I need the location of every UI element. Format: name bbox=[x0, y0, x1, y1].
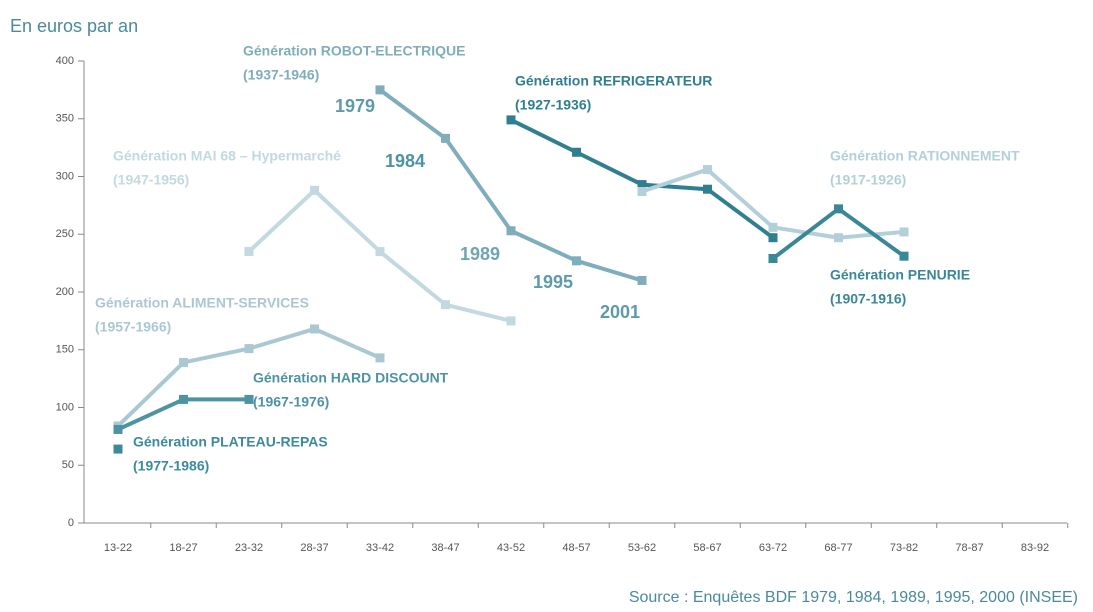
point bbox=[572, 147, 581, 157]
y-tick-label: 400 bbox=[56, 55, 74, 67]
year-annotation: 1984 bbox=[385, 151, 425, 171]
point bbox=[113, 444, 123, 454]
series-label: Génération PENURIE bbox=[830, 267, 970, 283]
series-label: Génération REFRIGERATEUR bbox=[515, 73, 712, 89]
year-annotation: 2001 bbox=[600, 302, 640, 322]
point bbox=[703, 184, 712, 194]
y-tick-label: 250 bbox=[56, 228, 74, 240]
series-label: Génération PLATEAU-REPAS bbox=[133, 434, 328, 450]
point bbox=[506, 226, 516, 236]
y-tick-label: 100 bbox=[56, 401, 74, 413]
series-label: Génération ROBOT-ELECTRIQUE bbox=[243, 43, 465, 59]
point bbox=[637, 187, 647, 197]
point bbox=[375, 353, 385, 363]
series-period: (1947-1956) bbox=[113, 172, 189, 188]
point bbox=[899, 227, 909, 237]
y-tick-label: 200 bbox=[56, 286, 74, 298]
x-tick-label: 68-77 bbox=[824, 542, 852, 554]
x-tick-label: 48-57 bbox=[562, 542, 590, 554]
point bbox=[899, 251, 909, 261]
year-annotation: 1979 bbox=[335, 96, 375, 116]
x-tick-label: 18-27 bbox=[169, 542, 197, 554]
x-tick-label: 28-37 bbox=[300, 542, 328, 554]
point bbox=[375, 247, 385, 257]
x-tick-label: 43-52 bbox=[497, 542, 525, 554]
y-tick-label: 150 bbox=[56, 344, 74, 356]
source: Source : Enquêtes BDF 1979, 1984, 1989, … bbox=[629, 589, 1078, 606]
series-label: Génération ALIMENT-SERVICES bbox=[95, 295, 309, 311]
series-label: Génération RATIONNEMENT bbox=[830, 148, 1020, 164]
point bbox=[244, 247, 254, 257]
y-tick-label: 350 bbox=[56, 113, 74, 125]
y-tick-label: 0 bbox=[68, 517, 74, 529]
x-tick-label: 58-67 bbox=[693, 542, 721, 554]
series-period: (1967-1976) bbox=[253, 394, 329, 410]
point bbox=[310, 185, 319, 195]
point bbox=[310, 324, 319, 334]
x-tick-label: 63-72 bbox=[759, 542, 787, 554]
point bbox=[244, 394, 254, 404]
y-axis-label: En euros par an bbox=[10, 16, 138, 36]
point bbox=[768, 254, 778, 264]
year-annotation: 1989 bbox=[460, 244, 500, 264]
point bbox=[244, 344, 254, 354]
series-period: (1937-1946) bbox=[243, 67, 319, 83]
point bbox=[834, 233, 843, 243]
series-label: Génération MAI 68 – Hypermarché bbox=[113, 148, 341, 164]
point bbox=[768, 222, 778, 232]
series-line bbox=[510, 118, 775, 240]
series-period: (1927-1936) bbox=[515, 97, 591, 113]
x-tick-label: 83-92 bbox=[1021, 542, 1049, 554]
x-tick-label: 73-82 bbox=[890, 542, 918, 554]
series-period: (1977-1986) bbox=[133, 458, 209, 474]
x-tick-label: 53-62 bbox=[628, 542, 656, 554]
point bbox=[441, 133, 450, 143]
series-period: (1907-1916) bbox=[830, 291, 906, 307]
point bbox=[375, 85, 385, 95]
y-tick-label: 300 bbox=[56, 170, 74, 182]
point bbox=[572, 256, 581, 266]
point bbox=[441, 300, 450, 310]
series-line bbox=[117, 397, 249, 432]
series-period: (1917-1926) bbox=[830, 172, 906, 188]
series-label: Génération HARD DISCOUNT bbox=[253, 370, 449, 386]
point bbox=[179, 357, 188, 367]
point bbox=[506, 115, 516, 125]
point bbox=[506, 316, 516, 326]
x-tick-label: 38-47 bbox=[431, 542, 459, 554]
x-tick-label: 33-42 bbox=[366, 542, 394, 554]
point bbox=[637, 180, 647, 190]
year-annotation: 1995 bbox=[533, 272, 573, 292]
point bbox=[113, 424, 123, 434]
point bbox=[637, 275, 647, 285]
x-tick-label: 13-22 bbox=[104, 542, 132, 554]
point bbox=[703, 165, 712, 175]
series-period: (1957-1966) bbox=[95, 319, 171, 335]
point bbox=[768, 233, 778, 243]
point bbox=[834, 204, 843, 214]
point bbox=[179, 394, 188, 404]
x-tick-label: 78-87 bbox=[955, 542, 983, 554]
x-tick-label: 23-32 bbox=[235, 542, 263, 554]
y-tick-label: 50 bbox=[62, 459, 74, 471]
